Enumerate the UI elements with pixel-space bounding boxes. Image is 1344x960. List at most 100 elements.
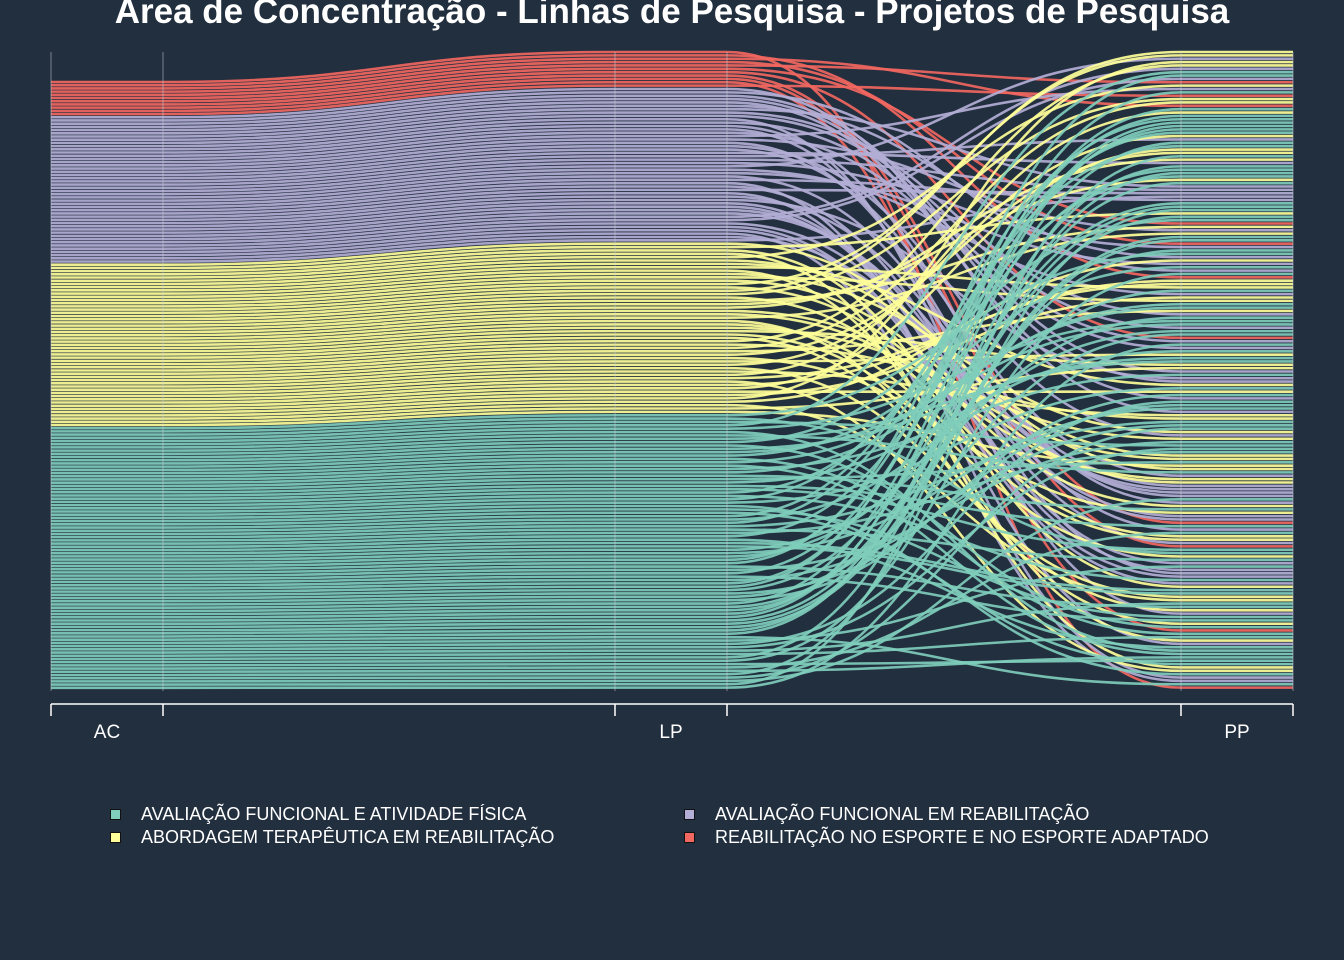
legend-swatch [110, 809, 121, 820]
project-flow [51, 464, 1293, 656]
project-flow [51, 50, 1293, 689]
project-flow [51, 97, 1293, 315]
project-flow [51, 117, 1293, 526]
x-axis: AC LP PP [50, 703, 1294, 743]
project-flow [51, 178, 1293, 324]
project-flow [51, 333, 1293, 603]
legend-item: ABORDAGEM TERAPÊUTICA EM REABILITAÇÃO [110, 827, 684, 848]
project-flow [51, 289, 1293, 565]
project-flow [51, 175, 1293, 504]
project-flow [51, 215, 1293, 616]
project-flow [51, 64, 1293, 97]
project-flow [51, 128, 1293, 575]
project-flow [51, 188, 1293, 215]
project-flow [51, 424, 1293, 587]
project-flow [51, 575, 1293, 622]
project-flow [51, 272, 1293, 434]
project-flow [51, 225, 1293, 578]
project-flow [51, 417, 1293, 555]
project-flow [51, 97, 1293, 383]
project-flow [51, 232, 1293, 337]
project-flow [51, 249, 1293, 613]
project-flow [51, 91, 1293, 593]
project-flow [51, 84, 1293, 116]
project-flow [51, 498, 1293, 683]
chart-title: Área de Concentração - Linhas de Pesquis… [114, 0, 1230, 31]
project-flow [51, 565, 1293, 645]
project-flow [51, 635, 1293, 658]
legend-item: REABILITAÇÃO NO ESPORTE E NO ESPORTE ADA… [684, 827, 1258, 848]
project-flow [51, 504, 1293, 676]
project-flow [51, 235, 1293, 491]
project-flow [51, 171, 1293, 266]
axis-tick-label: AC [94, 722, 120, 743]
project-flow [51, 350, 1293, 494]
project-flow [51, 484, 1293, 528]
project-flow [51, 101, 1293, 366]
project-flow [51, 208, 1293, 518]
legend-label: AVALIAÇÃO FUNCIONAL E ATIVIDADE FÍSICA [141, 804, 527, 824]
project-flow [51, 171, 1293, 661]
project-flow [51, 511, 1293, 666]
project-flow [51, 410, 1293, 467]
project-flow [51, 494, 1293, 582]
project-flow [51, 400, 1293, 648]
project-flow [51, 356, 1293, 515]
project-flow [51, 107, 1293, 590]
project-flow [51, 302, 1293, 484]
project-flow [51, 202, 1293, 565]
project-flow [51, 205, 1293, 572]
project-flow [51, 420, 1293, 447]
project-flow [51, 74, 1293, 571]
project-flow [51, 181, 1293, 635]
project-flow [51, 57, 1293, 108]
project-flow [51, 235, 1293, 629]
project-flow [51, 390, 1293, 408]
project-flow [51, 333, 1293, 558]
project-flow [51, 531, 1293, 670]
project-flow [51, 528, 1293, 562]
project-flow [51, 185, 1293, 545]
project-flow [51, 168, 1293, 545]
project-flow [51, 138, 1293, 232]
project-flow [51, 373, 1293, 481]
project-flow [51, 205, 1293, 625]
project-flow [51, 161, 1293, 249]
project-flow [51, 329, 1293, 367]
project-flow [51, 323, 1293, 541]
project-flow [51, 319, 1293, 626]
project-flow [51, 265, 1293, 468]
project-flow [51, 316, 1293, 558]
legend-swatch [684, 809, 695, 820]
project-flow [51, 87, 1293, 414]
project-flow [51, 444, 1293, 629]
project-flow [51, 403, 1293, 600]
project-flow [51, 239, 1293, 632]
project-flow [51, 602, 1293, 654]
project-flow [51, 104, 1293, 259]
project-flow [51, 343, 1293, 690]
project-flow [51, 64, 1293, 359]
project-flow [51, 131, 1293, 533]
project-flow [51, 124, 1293, 622]
project-flow [51, 141, 1293, 619]
project-flow [51, 154, 1293, 686]
project-flow [51, 94, 1293, 373]
legend-label: AVALIAÇÃO FUNCIONAL EM REABILITAÇÃO [715, 804, 1090, 824]
project-flow [51, 545, 1293, 595]
project-flow [51, 447, 1293, 651]
project-flow [51, 343, 1293, 420]
project-flow [51, 296, 1293, 538]
project-flow [51, 151, 1293, 372]
project-flow [51, 474, 1293, 511]
legend-swatch [110, 832, 121, 843]
project-flow [51, 407, 1293, 561]
legend: AVALIAÇÃO FUNCIONAL E ATIVIDADE FÍSICA AV… [110, 804, 1290, 848]
project-flow [51, 144, 1293, 437]
project-flow [51, 461, 1293, 491]
project-flow [51, 262, 1293, 387]
project-flow [51, 430, 1293, 652]
legend-item: AVALIAÇÃO FUNCIONAL E ATIVIDADE FÍSICA [110, 804, 684, 825]
axis-tick-label: LP [659, 722, 682, 743]
legend-swatch [684, 832, 695, 843]
